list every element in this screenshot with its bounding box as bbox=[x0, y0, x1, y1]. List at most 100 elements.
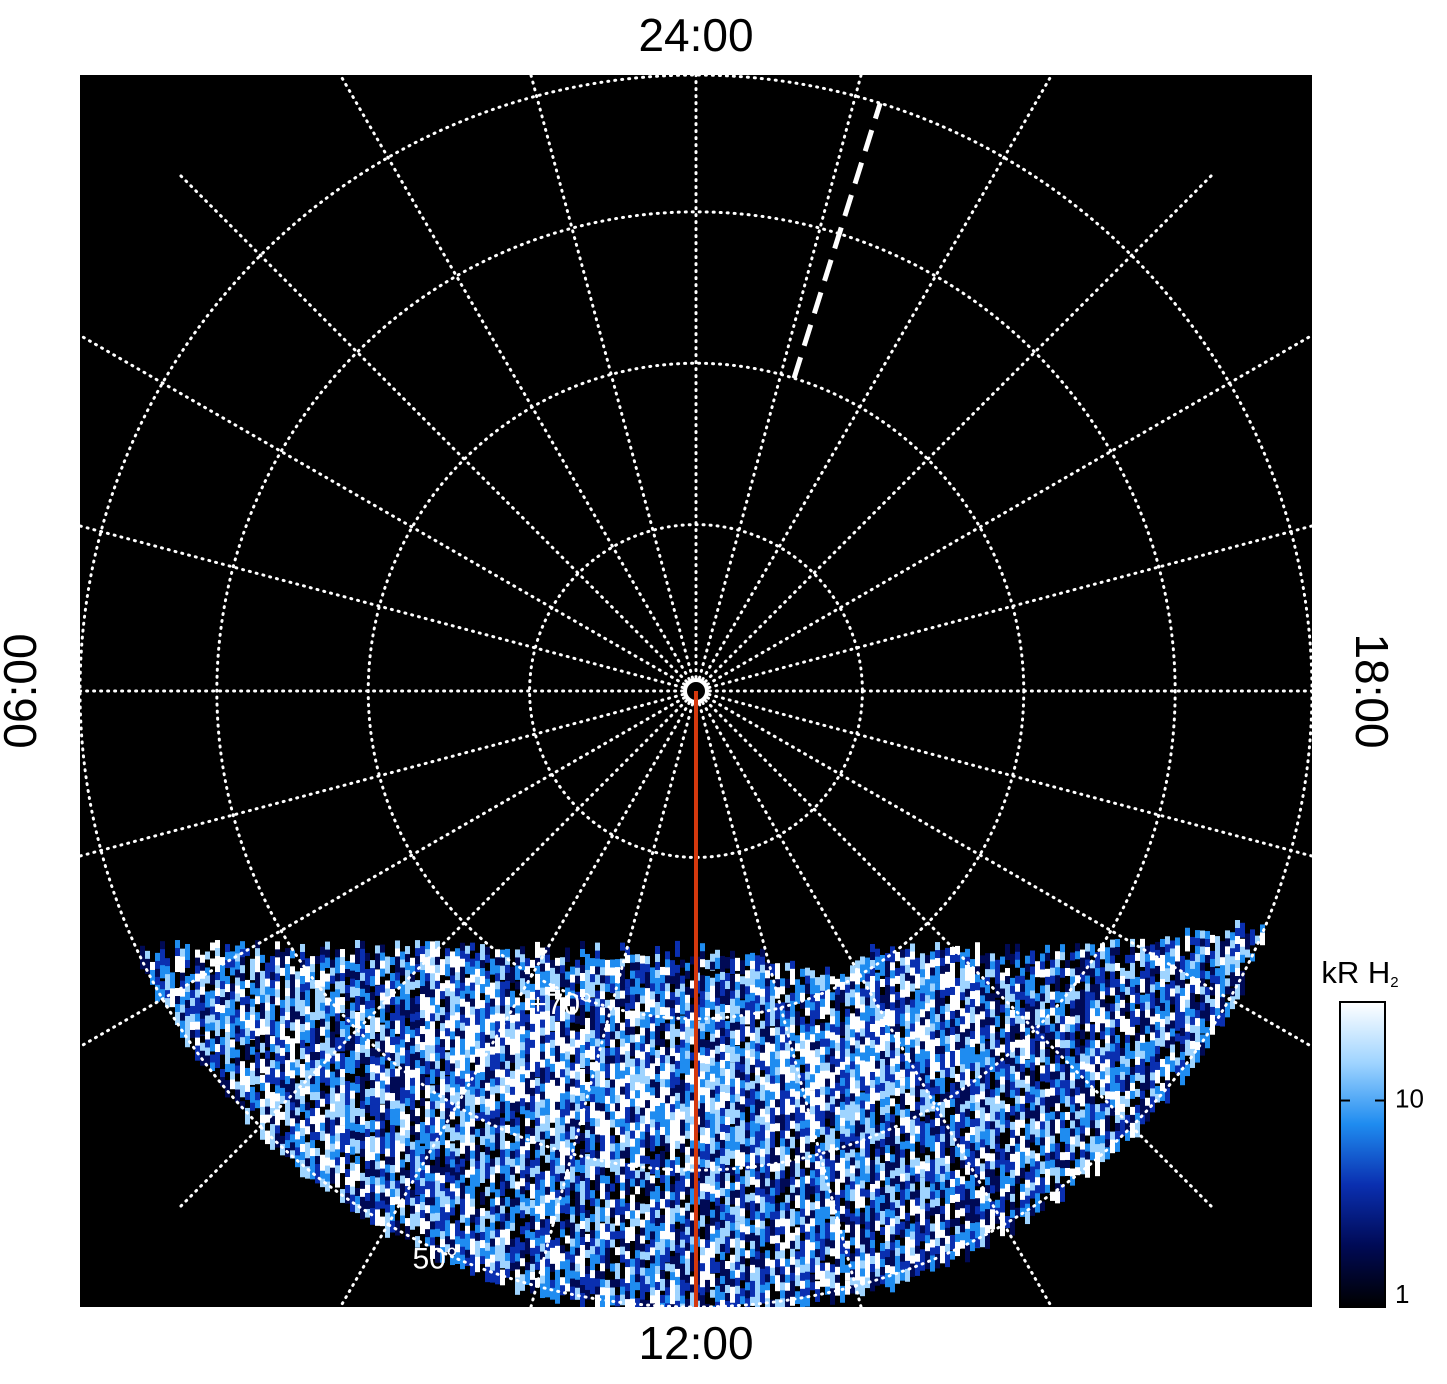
emission-pixel bbox=[310, 1028, 315, 1043]
emission-pixel bbox=[425, 1173, 430, 1188]
emission-pixel bbox=[380, 1168, 385, 1181]
emission-pixel bbox=[885, 1033, 890, 1044]
emission-pixel bbox=[660, 1038, 665, 1051]
emission-pixel bbox=[445, 1076, 450, 1092]
emission-pixel bbox=[465, 1057, 470, 1070]
emission-pixel bbox=[870, 1247, 875, 1262]
emission-pixel bbox=[450, 1247, 455, 1257]
emission-pixel bbox=[315, 1124, 320, 1136]
emission-pixel bbox=[650, 1063, 655, 1078]
emission-pixel bbox=[805, 1119, 810, 1135]
emission-pixel bbox=[520, 1146, 525, 1162]
emission-pixel bbox=[680, 1063, 685, 1074]
emission-pixel bbox=[895, 1271, 900, 1284]
emission-pixel bbox=[895, 1143, 900, 1160]
emission-pixel bbox=[810, 1074, 815, 1088]
emission-pixel bbox=[665, 983, 670, 998]
emission-pixel bbox=[440, 1023, 445, 1035]
emission-pixel bbox=[790, 1120, 795, 1137]
emission-pixel bbox=[605, 1159, 610, 1168]
emission-pixel bbox=[425, 981, 430, 997]
emission-pixel bbox=[890, 1154, 895, 1164]
emission-pixel bbox=[610, 1287, 615, 1300]
emission-pixel bbox=[795, 1147, 800, 1157]
emission-pixel bbox=[475, 1112, 480, 1126]
emission-pixel bbox=[370, 1120, 375, 1133]
emission-pixel bbox=[735, 1245, 740, 1256]
emission-pixel bbox=[450, 1167, 455, 1182]
emission-pixel bbox=[720, 1299, 725, 1307]
emission-pixel bbox=[505, 1020, 510, 1030]
emission-pixel bbox=[700, 967, 705, 978]
emission-pixel bbox=[440, 1191, 445, 1207]
emission-pixel bbox=[580, 1261, 585, 1270]
emission-pixel bbox=[485, 994, 490, 1011]
emission-pixel bbox=[315, 1108, 320, 1122]
emission-pixel bbox=[895, 1215, 900, 1226]
emission-pixel bbox=[440, 1175, 445, 1185]
emission-pixel bbox=[790, 1104, 795, 1116]
emission-pixel bbox=[390, 997, 395, 1012]
emission-pixel bbox=[405, 1018, 410, 1033]
emission-pixel bbox=[720, 1043, 725, 1057]
emission-pixel bbox=[605, 1143, 610, 1162]
emission-pixel bbox=[640, 1003, 645, 1018]
emission-pixel bbox=[330, 1183, 335, 1197]
emission-pixel bbox=[870, 1207, 875, 1219]
emission-pixel bbox=[700, 1263, 705, 1273]
emission-pixel bbox=[740, 1296, 745, 1307]
emission-pixel bbox=[445, 964, 450, 977]
emission-pixel bbox=[445, 1108, 450, 1123]
emission-pixel bbox=[415, 980, 420, 995]
emission-pixel bbox=[355, 1108, 360, 1123]
emission-pixel bbox=[445, 1028, 450, 1037]
emission-pixel bbox=[590, 982, 595, 998]
emission-pixel bbox=[380, 1192, 385, 1204]
emission-pixel bbox=[470, 1190, 475, 1204]
emission-pixel bbox=[680, 983, 685, 994]
emission-pixel bbox=[215, 1036, 220, 1046]
emission-pixel bbox=[610, 1111, 615, 1123]
emission-pixel bbox=[750, 1264, 755, 1278]
emission-pixel bbox=[455, 1164, 460, 1178]
emission-pixel bbox=[540, 1051, 545, 1067]
emission-pixel bbox=[475, 1232, 480, 1244]
emission-pixel bbox=[745, 1226, 750, 1241]
emission-pixel bbox=[840, 1165, 845, 1183]
emission-pixel bbox=[215, 972, 220, 982]
emission-pixel bbox=[515, 949, 520, 966]
emission-pixel bbox=[780, 1218, 785, 1231]
emission-pixel bbox=[655, 1193, 660, 1209]
emission-pixel bbox=[280, 1087, 285, 1097]
emission-pixel bbox=[730, 1038, 735, 1053]
emission-pixel bbox=[700, 1247, 705, 1257]
emission-pixel bbox=[355, 1012, 360, 1026]
emission-pixel bbox=[620, 966, 625, 979]
emission-pixel bbox=[595, 1070, 600, 1080]
emission-pixel bbox=[655, 1177, 660, 1188]
emission-pixel bbox=[795, 1211, 800, 1225]
emission-pixel bbox=[765, 1018, 770, 1029]
emission-pixel bbox=[405, 1066, 410, 1078]
emission-pixel bbox=[640, 1275, 645, 1291]
emission-pixel bbox=[625, 1011, 630, 1025]
emission-pixel bbox=[665, 1135, 670, 1146]
emission-pixel bbox=[430, 1229, 435, 1246]
emission-pixel bbox=[585, 1017, 590, 1035]
emission-pixel bbox=[460, 990, 465, 1007]
emission-pixel bbox=[300, 1007, 305, 1022]
emission-pixel bbox=[335, 1069, 340, 1084]
emission-pixel bbox=[420, 1234, 425, 1244]
emission-pixel bbox=[665, 1111, 670, 1125]
emission-pixel bbox=[885, 1257, 890, 1274]
emission-pixel bbox=[670, 992, 675, 1001]
emission-pixel bbox=[525, 1166, 530, 1181]
emission-pixel bbox=[830, 1200, 835, 1215]
emission-pixel bbox=[510, 1022, 515, 1035]
emission-pixel bbox=[440, 1231, 445, 1243]
emission-pixel bbox=[545, 1018, 550, 1034]
emission-pixel bbox=[735, 1013, 740, 1027]
emission-pixel bbox=[825, 1078, 830, 1093]
emission-pixel bbox=[355, 972, 360, 987]
emission-pixel bbox=[545, 1130, 550, 1144]
